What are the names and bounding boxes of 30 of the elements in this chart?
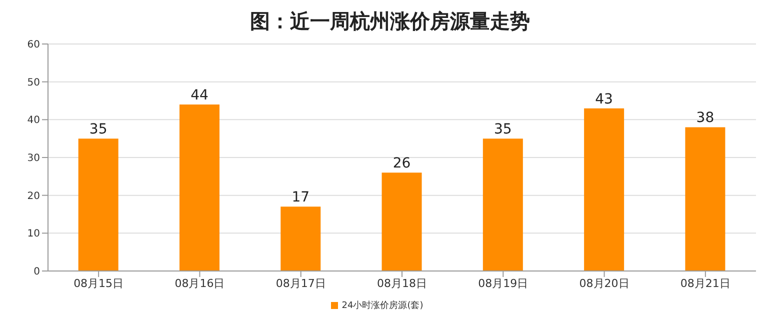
data-label: 38 bbox=[696, 110, 714, 126]
data-label: 43 bbox=[595, 91, 613, 108]
x-tick-label: 08月21日 bbox=[680, 276, 730, 290]
y-tick-label: 30 bbox=[27, 153, 40, 164]
bar bbox=[280, 206, 321, 271]
bar bbox=[179, 104, 220, 271]
data-label: 26 bbox=[392, 156, 411, 172]
bar bbox=[584, 108, 624, 271]
legend-label: 24小时涨价房源(套) bbox=[342, 301, 424, 311]
data-label: 35 bbox=[494, 122, 512, 138]
x-tick-label: 08月15日 bbox=[74, 276, 124, 290]
x-tick-label: 08月17日 bbox=[276, 276, 326, 290]
y-tick-label: 60 bbox=[27, 40, 40, 51]
y-tick-label: 40 bbox=[27, 115, 40, 126]
x-tick-label: 08月20日 bbox=[579, 276, 630, 290]
y-tick-label: 0 bbox=[34, 266, 40, 278]
chart-title: 图：近一周杭州涨价房源量走势 bbox=[249, 8, 531, 35]
y-tick-label: 10 bbox=[27, 228, 40, 240]
x-tick-label: 08月16日 bbox=[174, 276, 225, 290]
x-tick-label: 08月19日 bbox=[478, 276, 528, 290]
y-tick-label: 50 bbox=[27, 77, 40, 88]
bar bbox=[78, 138, 118, 271]
data-label: 35 bbox=[89, 122, 108, 138]
y-tick-label: 20 bbox=[27, 190, 40, 202]
data-label: 17 bbox=[292, 190, 310, 206]
x-tick-label: 08月18日 bbox=[377, 276, 427, 290]
bar bbox=[382, 172, 422, 271]
bar bbox=[482, 138, 523, 271]
data-label: 44 bbox=[190, 88, 208, 104]
bar bbox=[685, 127, 726, 271]
